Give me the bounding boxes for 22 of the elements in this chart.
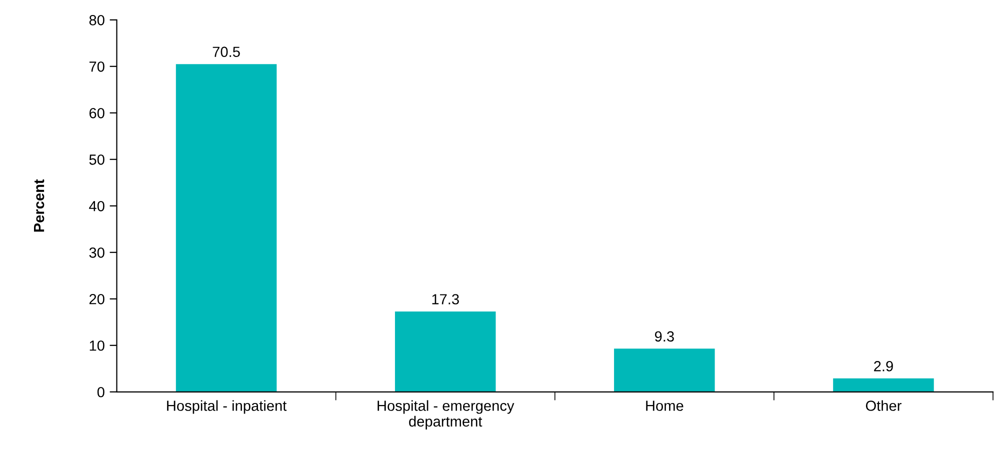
y-tick-label: 50 bbox=[89, 154, 104, 165]
y-tick-label: 80 bbox=[89, 14, 104, 26]
x-tick-label: Hospital - emergency department bbox=[378, 400, 514, 430]
x-tick-label: Hospital - inpatient bbox=[167, 400, 287, 414]
y-tick-label: 60 bbox=[89, 108, 104, 118]
bar bbox=[394, 311, 496, 392]
y-tick-label: 0 bbox=[97, 386, 104, 398]
y-tick-label: 70 bbox=[89, 61, 104, 72]
bar bbox=[833, 378, 934, 392]
data-label: 9.3 bbox=[654, 331, 674, 342]
y-tick-label: 30 bbox=[89, 247, 104, 258]
data-label: 2.9 bbox=[874, 361, 893, 372]
x-tick-label: Home bbox=[646, 400, 684, 411]
data-label: 70.5 bbox=[212, 46, 240, 58]
x-tick-label: Other bbox=[866, 400, 902, 411]
y-axis-title: Percent bbox=[34, 179, 44, 232]
y-tick-label: 10 bbox=[90, 340, 104, 351]
data-label: 17.3 bbox=[432, 294, 459, 304]
y-tick-label: 40 bbox=[89, 200, 104, 212]
bar bbox=[614, 348, 715, 392]
y-tick-label: 20 bbox=[89, 294, 104, 304]
bar bbox=[176, 64, 277, 392]
